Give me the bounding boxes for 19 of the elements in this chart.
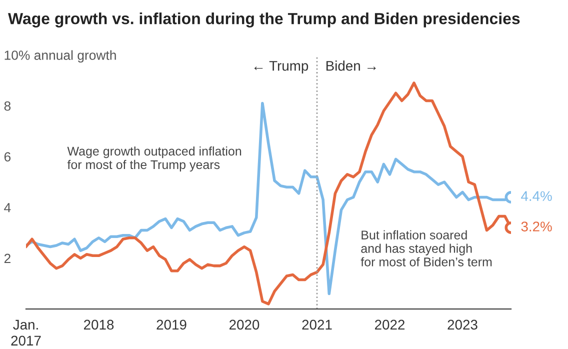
y-tick-label: 8: [4, 101, 11, 111]
annotation: Biden →: [326, 60, 376, 71]
y-tick-label: 6: [4, 152, 11, 162]
x-tick-label: 2019: [156, 320, 186, 330]
x-tick-label: 2022: [375, 320, 405, 330]
y-tick-label: 2: [4, 254, 10, 263]
x-tick-label: Jan. 2017: [11, 320, 41, 346]
chart-title: Wage growth vs. inflation during the Trump and Biden presidencies: [8, 12, 520, 28]
x-tick-label: 2020: [230, 320, 260, 330]
data-label: 4.4%: [521, 191, 552, 201]
y-tick-label: 4: [4, 203, 11, 212]
data-label: 3.2%: [521, 222, 552, 232]
x-tick-label: 2018: [84, 320, 114, 330]
y-tick-label: 10% annual growth: [4, 50, 116, 63]
x-tick-label: 2023: [448, 320, 478, 330]
annotation: But inflation soared and has stayed high for most of Biden’s term: [360, 230, 492, 266]
annotation: ← Trump: [254, 61, 308, 74]
annotation: Wage growth outpaced inflation for most of the Trump years: [67, 146, 242, 172]
x-tick-label: 2021: [302, 320, 332, 330]
